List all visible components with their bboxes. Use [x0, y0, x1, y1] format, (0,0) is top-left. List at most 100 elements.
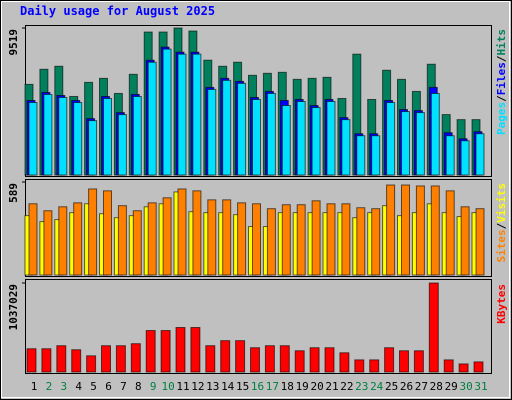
- bar: [475, 133, 485, 176]
- bar: [445, 135, 455, 176]
- legend: KBytes: [495, 284, 508, 324]
- bar: [460, 140, 470, 176]
- bar: [458, 363, 469, 373]
- bar: [58, 96, 68, 176]
- x-tick-label: 30: [459, 380, 472, 393]
- legend-entry: Pages: [495, 102, 508, 135]
- x-tick-label: 29: [445, 380, 458, 393]
- bar: [237, 202, 247, 276]
- x-tick-label: 24: [370, 380, 384, 393]
- bar: [115, 345, 126, 373]
- y-tick-label: 589: [7, 183, 20, 203]
- bar: [103, 97, 112, 176]
- x-tick-label: 6: [105, 380, 112, 393]
- bar: [445, 190, 455, 276]
- bar: [162, 197, 172, 276]
- bar: [88, 120, 98, 176]
- bar: [279, 345, 290, 373]
- bar: [309, 347, 320, 373]
- x-tick-label: 12: [191, 380, 204, 393]
- x-tick-label: 3: [60, 380, 67, 393]
- bar: [145, 330, 156, 373]
- bar: [71, 349, 82, 373]
- x-tick-label: 19: [296, 380, 309, 393]
- bar: [192, 190, 202, 276]
- x-tick-label: 1: [31, 380, 38, 393]
- bar: [401, 184, 410, 276]
- bar: [103, 190, 112, 276]
- x-tick-label: 26: [400, 380, 413, 393]
- bar: [117, 205, 127, 276]
- legend-separator: /: [495, 55, 508, 62]
- bar: [386, 184, 396, 276]
- x-tick-label: 14: [221, 380, 235, 393]
- bar: [266, 92, 276, 176]
- legend-entry: KBytes: [495, 284, 508, 324]
- bar: [177, 53, 187, 176]
- bar: [205, 345, 216, 373]
- bar: [26, 348, 37, 373]
- bar: [311, 200, 321, 276]
- bar: [386, 102, 396, 176]
- x-tick-label: 23: [355, 380, 368, 393]
- bar: [356, 207, 366, 276]
- bar: [281, 204, 291, 276]
- legend-separator: /: [495, 222, 508, 229]
- x-tick-label: 11: [176, 380, 189, 393]
- x-tick-label: 8: [135, 380, 142, 393]
- bar: [222, 79, 232, 176]
- bar: [311, 107, 321, 176]
- bar: [235, 340, 246, 373]
- x-tick-label: 31: [474, 380, 487, 393]
- bar: [73, 202, 83, 276]
- bar: [369, 359, 380, 373]
- bar: [250, 347, 260, 373]
- bar: [28, 102, 38, 176]
- bar: [341, 119, 351, 176]
- x-tick-label: 4: [75, 380, 82, 393]
- bar: [264, 345, 275, 373]
- bar: [294, 350, 305, 373]
- bar: [341, 203, 351, 276]
- bar: [56, 345, 67, 373]
- x-tick-label: 7: [120, 380, 127, 393]
- bar: [88, 188, 98, 276]
- x-tick-label: 27: [415, 380, 428, 393]
- bar: [460, 206, 470, 276]
- bar: [207, 88, 217, 176]
- bar: [162, 48, 172, 176]
- bar: [399, 350, 409, 373]
- bar: [356, 135, 366, 176]
- bar: [58, 206, 68, 276]
- x-tick-label: 25: [385, 380, 398, 393]
- bar: [296, 100, 306, 176]
- bar: [28, 203, 38, 276]
- bar: [430, 92, 440, 176]
- x-tick-label: 5: [90, 380, 97, 393]
- bar: [430, 185, 440, 276]
- bar: [326, 203, 336, 276]
- bar: [473, 361, 484, 373]
- bar: [475, 208, 485, 276]
- bar: [73, 102, 83, 176]
- y-tick-label: 1037029: [7, 284, 20, 330]
- bar: [252, 203, 261, 276]
- x-tick-label: 16: [251, 380, 264, 393]
- legend-entry: Files: [495, 62, 508, 95]
- y-tick-label: 9519: [7, 29, 20, 56]
- x-tick-label: 22: [340, 380, 353, 393]
- legend-entry: Sites: [495, 229, 508, 262]
- legend: Sites/Visits: [495, 183, 508, 263]
- bar: [43, 210, 53, 276]
- legend: Pages/Files/Hits: [495, 29, 508, 135]
- legend-separator: /: [495, 95, 508, 102]
- bar: [192, 53, 202, 176]
- bar: [237, 82, 247, 176]
- bar: [371, 208, 381, 276]
- bar: [207, 199, 217, 276]
- x-tick-label: 20: [310, 380, 323, 393]
- x-tick-label: 10: [161, 380, 174, 393]
- x-tick-label: 21: [325, 380, 338, 393]
